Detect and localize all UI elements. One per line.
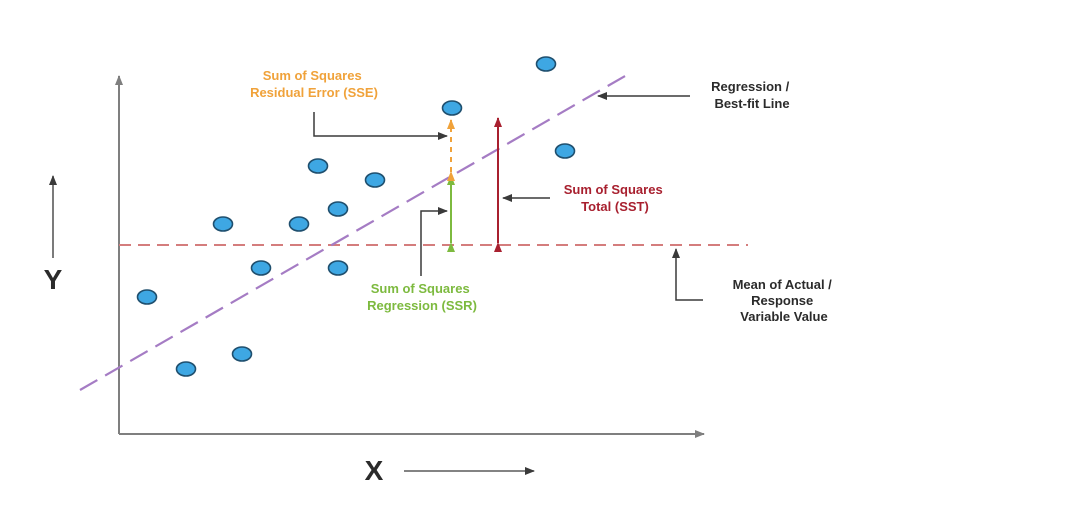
data-point — [212, 216, 234, 232]
ssr-label: Sum of Squares Regression (SSR) — [367, 281, 477, 313]
data-point — [231, 346, 253, 362]
mean-callout-arrow — [672, 248, 703, 301]
mean-label: Mean of Actual / Response Variable Value — [733, 277, 836, 324]
data-point — [327, 201, 349, 217]
y-axis-label: Y — [44, 264, 63, 295]
mean-label-line: Mean of Actual / — [733, 277, 833, 292]
data-point — [441, 100, 463, 116]
data-point — [327, 260, 349, 276]
regression-line-label-line: Regression / — [711, 79, 789, 94]
sst-label: Sum of Squares Total (SST) — [564, 182, 667, 214]
sse-callout-arrow — [313, 112, 448, 140]
data-point — [288, 216, 310, 232]
data-point — [307, 158, 329, 174]
data-point — [175, 361, 197, 377]
sse-label-line: Residual Error (SSE) — [250, 85, 378, 100]
sse-label: Sum of Squares Residual Error (SSE) — [250, 68, 378, 100]
regression-line — [79, 71, 633, 391]
mean-label-line: Variable Value — [740, 309, 827, 324]
x-axis-label: X — [365, 455, 384, 486]
data-point — [364, 172, 386, 188]
regression-line-label-line: Best-fit Line — [714, 96, 789, 111]
ssr-label-line: Regression (SSR) — [367, 298, 477, 313]
sst-label-line: Sum of Squares — [564, 182, 663, 197]
sse-label-line: Sum of Squares — [263, 68, 362, 83]
data-points — [136, 56, 576, 377]
ssr-label-line: Sum of Squares — [371, 281, 470, 296]
regression-line-label: Regression / Best-fit Line — [711, 79, 793, 111]
sst-label-line: Total (SST) — [581, 199, 649, 214]
data-point — [250, 260, 272, 276]
data-point — [554, 143, 576, 159]
data-point — [535, 56, 557, 72]
data-point — [136, 289, 158, 305]
ssr-callout-arrow — [420, 207, 448, 276]
mean-label-line: Response — [751, 293, 813, 308]
